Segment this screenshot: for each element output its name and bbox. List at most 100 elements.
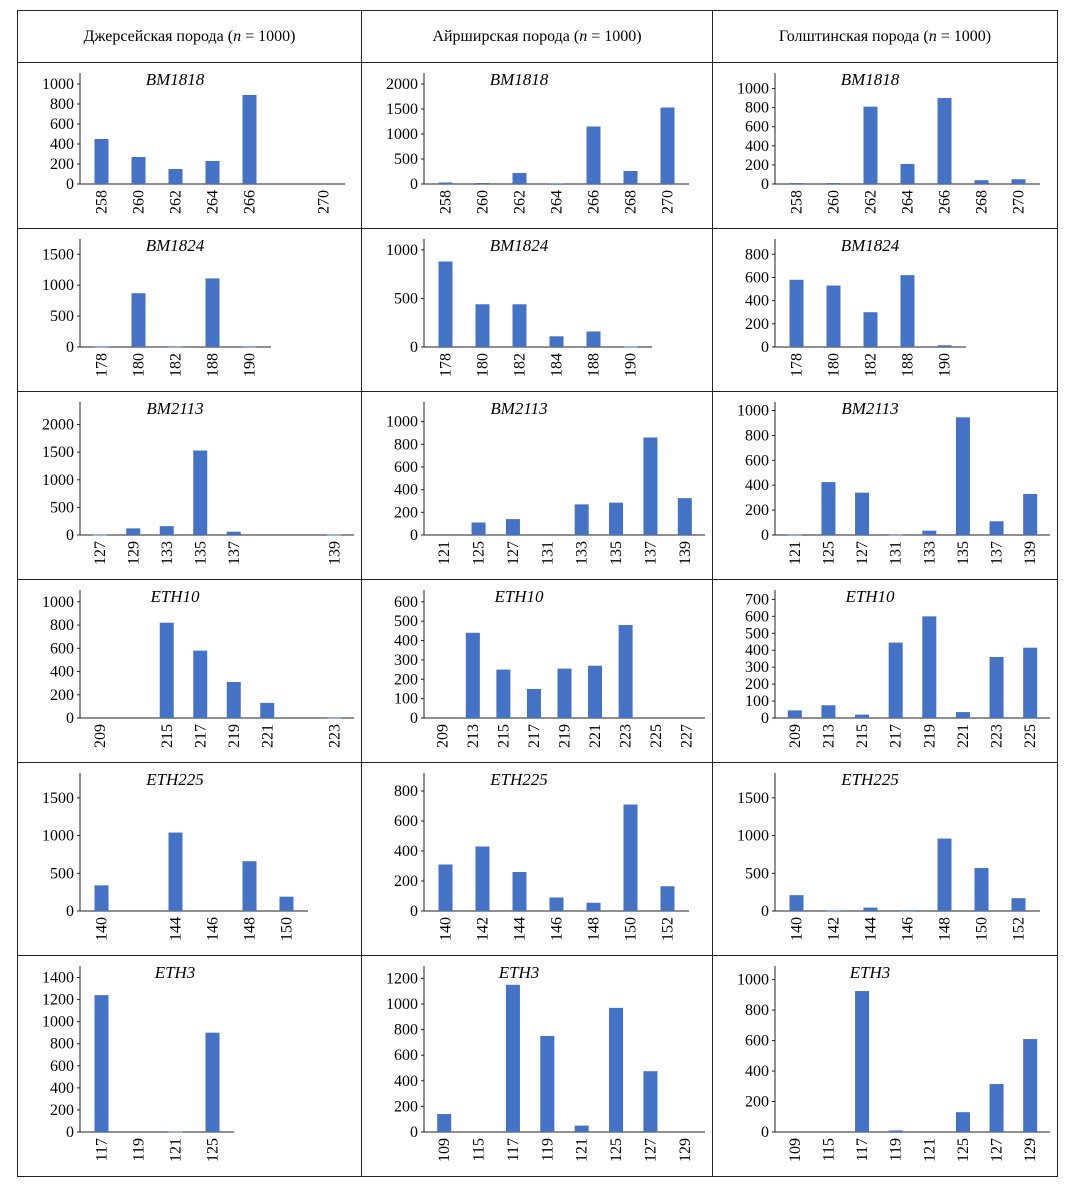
x-tick-label: 148	[937, 917, 954, 941]
x-tick-label: 190	[937, 353, 954, 377]
x-tick-label: 148	[242, 917, 259, 941]
bar	[1023, 493, 1038, 535]
sample-size: = 1000)	[587, 27, 642, 45]
x-tick-label: 266	[586, 190, 603, 214]
y-tick-label: 0	[66, 710, 74, 727]
y-tick-label: 800	[745, 427, 769, 444]
x-tick-label: 119	[539, 1138, 556, 1161]
chart-cell: BM2113 0 200 400 600 800 1000 121 125 127 131 133 13…	[361, 391, 713, 580]
y-tick-label: 1500	[42, 246, 74, 263]
x-tick-label: 115	[820, 1138, 837, 1161]
y-tick-label: 600	[50, 1058, 74, 1075]
bar	[475, 183, 490, 184]
bar	[475, 304, 490, 347]
bar	[126, 528, 141, 535]
x-tick-label: 121	[574, 1138, 591, 1162]
bar	[205, 278, 220, 347]
x-tick-label: 217	[192, 724, 209, 748]
x-tick-label: 217	[526, 724, 543, 748]
bar	[821, 705, 836, 718]
x-tick-label: 190	[623, 353, 640, 377]
bar	[900, 163, 915, 184]
bar	[438, 864, 453, 911]
chart-cell: ETH3 0 200 400 600 800 1000 109 115 117 119 121 125 1…	[712, 955, 1058, 1177]
y-tick-label: 400	[394, 1073, 418, 1090]
bar	[205, 161, 220, 184]
y-tick-label: 800	[745, 100, 769, 117]
x-tick-label: 125	[471, 541, 488, 565]
y-tick-label: 100	[745, 693, 769, 710]
x-tick-label: 146	[549, 917, 566, 941]
bar	[888, 1130, 903, 1132]
x-tick-label: 146	[900, 917, 917, 941]
bar-chart: ETH3 0 200 400 600 800 1000 1200 109 115 117 119 121…	[386, 963, 705, 1162]
y-tick-label: 400	[394, 482, 418, 499]
x-tick-label: 268	[974, 190, 991, 214]
chart-title: ETH3	[849, 963, 891, 982]
bar	[623, 171, 638, 184]
bar	[863, 312, 878, 347]
x-tick-label: 146	[205, 917, 222, 941]
y-tick-label: 800	[50, 617, 74, 634]
chart-title: ETH225	[489, 770, 548, 789]
bar	[557, 668, 572, 718]
bar	[94, 995, 109, 1132]
x-tick-label: 131	[888, 541, 905, 565]
y-tick-label: 1000	[42, 1014, 74, 1031]
bar	[512, 173, 527, 184]
bar-chart: BM1818 0 500 1000 1500 2000 258 260 262 264 266 268…	[386, 70, 689, 214]
chart-row: BM1818 0 200 400 600 800 1000 258 260 262 264 266 27…	[17, 62, 1058, 229]
x-tick-label: 219	[557, 724, 574, 748]
y-tick-label: 1000	[42, 277, 74, 294]
x-tick-label: 129	[677, 1138, 694, 1162]
chart-title: BM2113	[841, 399, 898, 418]
y-tick-label: 400	[745, 1063, 769, 1080]
y-tick-label: 0	[761, 527, 769, 544]
x-tick-label: 260	[475, 190, 492, 214]
bar	[937, 98, 952, 184]
x-tick-label: 182	[512, 353, 529, 377]
bar	[863, 106, 878, 184]
y-tick-label: 300	[745, 659, 769, 676]
bar-chart: ETH3 0 200 400 600 800 1000 109 115 117 119 121 125 1…	[737, 963, 1050, 1162]
y-tick-label: 1200	[42, 992, 74, 1009]
bar	[955, 712, 970, 718]
chart-title: BM1818	[841, 70, 900, 89]
bar	[660, 886, 675, 911]
x-tick-label: 180	[475, 353, 492, 377]
x-tick-label: 264	[205, 190, 222, 214]
bar-chart: BM1818 0 200 400 600 800 1000 258 260 262 264 266 27…	[42, 70, 345, 214]
bar-chart: BM1824 0 500 1000 1500 178 180 182 188 190	[42, 236, 271, 377]
bar	[475, 846, 490, 911]
y-tick-label: 0	[761, 903, 769, 920]
bar	[974, 180, 989, 184]
bar	[937, 838, 952, 911]
bar	[242, 861, 257, 911]
bar	[937, 345, 952, 347]
bar	[168, 346, 183, 348]
x-tick-label: 121	[168, 1138, 185, 1162]
bar-chart: BM1818 0 200 400 600 800 1000 258 260 262 264 266 26…	[737, 70, 1040, 214]
y-tick-label: 0	[410, 1124, 418, 1141]
x-tick-label: 213	[465, 724, 482, 748]
x-tick-label: 258	[789, 190, 806, 214]
bar	[94, 139, 109, 184]
bar	[787, 710, 802, 718]
chart-cell: BM2113 0 200 400 600 800 1000 121 125 127 131 133 13…	[712, 391, 1058, 580]
y-tick-label: 2000	[386, 76, 418, 93]
bar-chart: ETH225 0 200 400 600 800 140 142 144 146 148 150 152	[394, 770, 689, 941]
bar	[826, 285, 841, 347]
x-tick-label: 264	[900, 190, 917, 214]
x-tick-label: 184	[549, 353, 566, 377]
bar	[226, 531, 241, 535]
x-tick-label: 223	[326, 724, 343, 748]
bar	[242, 346, 257, 348]
x-tick-label: 125	[205, 1138, 222, 1162]
y-tick-label: 1000	[737, 972, 769, 989]
y-tick-label: 500	[50, 499, 74, 516]
x-tick-label: 142	[826, 917, 843, 941]
bar	[989, 1084, 1004, 1132]
bar	[549, 183, 564, 185]
y-tick-label: 600	[394, 813, 418, 830]
y-tick-label: 600	[394, 1047, 418, 1064]
